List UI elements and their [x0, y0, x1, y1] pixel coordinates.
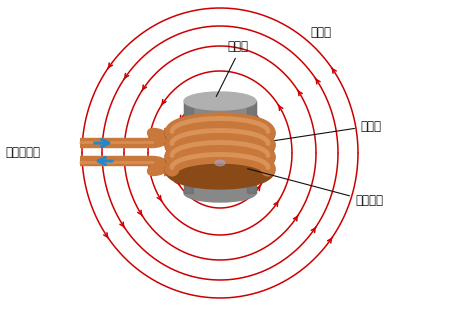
Ellipse shape: [184, 166, 256, 175]
Text: コイル: コイル: [275, 119, 381, 141]
Bar: [184, 101, 193, 131]
Bar: [248, 163, 256, 193]
Text: 高周波電流: 高周波電流: [5, 146, 40, 159]
Text: うず電流: うず電流: [248, 169, 383, 207]
Ellipse shape: [184, 92, 256, 110]
Ellipse shape: [183, 132, 257, 142]
Ellipse shape: [184, 124, 256, 133]
Ellipse shape: [183, 162, 257, 172]
Bar: [184, 163, 256, 193]
Bar: [184, 101, 256, 131]
Ellipse shape: [182, 126, 258, 137]
Text: 磁江線: 磁江線: [310, 26, 331, 39]
Bar: [184, 161, 256, 171]
Ellipse shape: [184, 156, 256, 165]
Ellipse shape: [215, 160, 225, 166]
Ellipse shape: [184, 122, 256, 140]
Ellipse shape: [184, 134, 256, 143]
Ellipse shape: [184, 154, 256, 172]
Bar: [184, 163, 193, 193]
Bar: [184, 129, 256, 139]
Ellipse shape: [184, 184, 256, 202]
Ellipse shape: [182, 156, 258, 166]
Text: ワーク: ワーク: [216, 40, 248, 96]
Bar: [248, 101, 256, 131]
